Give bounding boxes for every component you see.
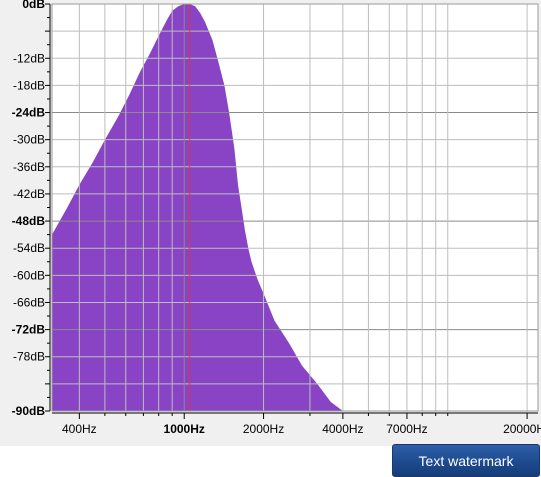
spectrum-panel: 0dB -12dB -18dB -24dB -30dB -36dB -42dB -48dB -5… <box>0 0 541 446</box>
x-tick-label: 20000Hz <box>503 422 541 436</box>
x-tick-label: 2000Hz <box>243 422 284 436</box>
x-tick-label: 400Hz <box>62 422 97 436</box>
y-tick-label: -18dB <box>13 78 45 92</box>
y-tick-label: -72dB <box>12 323 46 337</box>
text-watermark-button[interactable]: Text watermark <box>392 444 540 477</box>
y-tick-label: -48dB <box>12 214 46 228</box>
y-tick-label: -12dB <box>13 51 45 65</box>
y-tick-label: -54dB <box>13 241 45 255</box>
spectrum-chart: 0dB -12dB -18dB -24dB -30dB -36dB -42dB -48dB -5… <box>12 0 541 436</box>
x-tick-label: 7000Hz <box>386 422 427 436</box>
x-tick-label: 1000Hz <box>164 422 205 436</box>
spectrum-area-0 <box>52 4 357 411</box>
plot-border <box>51 3 539 412</box>
y-tick-label: -90dB <box>12 404 46 418</box>
y-tick-label: -30dB <box>13 133 45 147</box>
y-tick-label: -36dB <box>13 160 45 174</box>
y-tick-label: 0dB <box>22 0 45 11</box>
y-tick-label: -24dB <box>12 106 46 120</box>
x-tick-label: 4000Hz <box>322 422 363 436</box>
y-tick-label: -60dB <box>13 268 45 282</box>
y-tick-label: -78dB <box>13 350 45 364</box>
y-tick-label: -42dB <box>13 187 45 201</box>
y-tick-label: -66dB <box>13 295 45 309</box>
